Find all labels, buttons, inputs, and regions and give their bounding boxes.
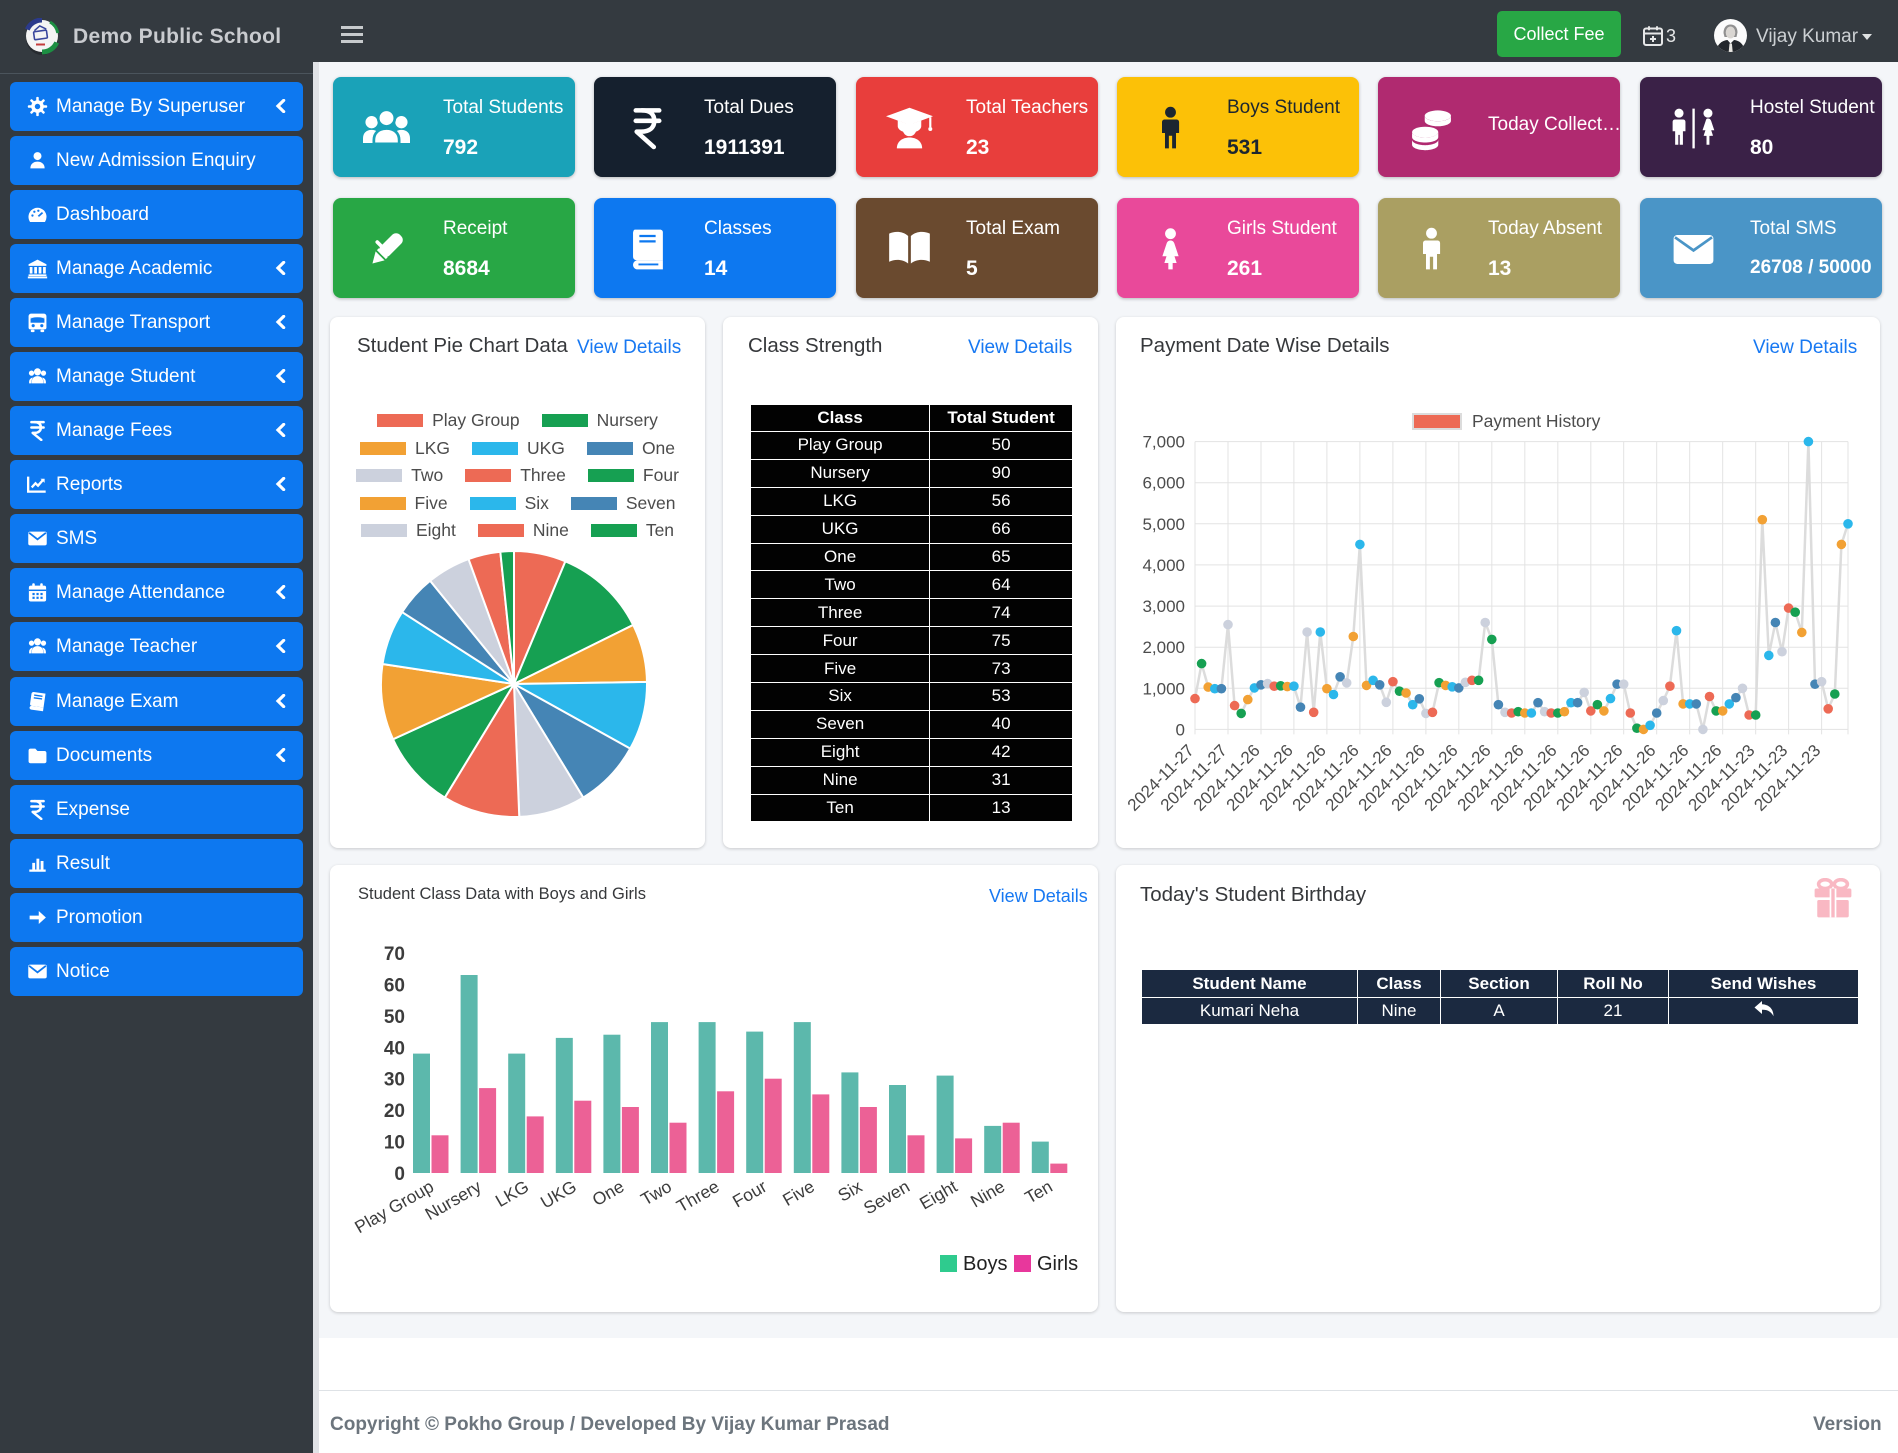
- svg-text:60: 60: [384, 975, 405, 996]
- svg-text:50: 50: [384, 1007, 405, 1028]
- svg-text:Three: Three: [673, 1176, 723, 1216]
- svg-text:Nine: Nine: [967, 1176, 1008, 1211]
- svg-text:Five: Five: [779, 1176, 818, 1210]
- svg-text:30: 30: [384, 1070, 405, 1091]
- svg-text:1,000: 1,000: [1142, 679, 1185, 698]
- svg-text:Eight: Eight: [916, 1176, 961, 1213]
- svg-text:Payment History: Payment History: [1472, 411, 1601, 431]
- svg-text:Two: Two: [637, 1176, 675, 1209]
- svg-text:Four: Four: [729, 1176, 770, 1211]
- svg-text:70: 70: [384, 944, 405, 965]
- svg-text:10: 10: [384, 1133, 405, 1154]
- svg-text:0: 0: [1176, 720, 1185, 739]
- svg-text:7,000: 7,000: [1142, 433, 1185, 452]
- svg-text:20: 20: [384, 1101, 405, 1122]
- svg-text:2,000: 2,000: [1142, 638, 1185, 657]
- svg-text:One: One: [589, 1176, 628, 1210]
- svg-text:LKG: LKG: [492, 1176, 532, 1211]
- svg-text:6,000: 6,000: [1142, 474, 1185, 493]
- svg-text:Boys: Boys: [963, 1253, 1007, 1275]
- svg-text:4,000: 4,000: [1142, 556, 1185, 575]
- svg-text:40: 40: [384, 1038, 405, 1059]
- svg-text:0: 0: [394, 1164, 405, 1185]
- svg-text:UKG: UKG: [537, 1176, 580, 1212]
- svg-text:Ten: Ten: [1021, 1176, 1055, 1207]
- svg-text:Seven: Seven: [860, 1176, 913, 1218]
- svg-text:5,000: 5,000: [1142, 515, 1185, 534]
- svg-text:Girls: Girls: [1037, 1253, 1078, 1275]
- svg-text:3,000: 3,000: [1142, 597, 1185, 616]
